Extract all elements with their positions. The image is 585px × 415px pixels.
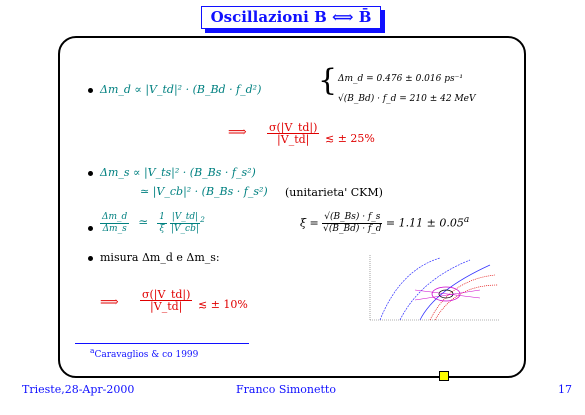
fraction-denominator: |V_td|: [277, 133, 310, 146]
bullet-marker: [88, 88, 93, 93]
vtd-error-fraction: σ(|V_td|) |V_td|: [140, 288, 193, 313]
navigation-marker[interactable]: [439, 371, 449, 381]
fraction-numerator: σ(|V_td|): [267, 121, 320, 134]
footnote-separator: [75, 343, 249, 344]
xi-lhs: ξ =: [300, 216, 319, 230]
vtd-error-fraction: σ(|V_td|) |V_td|: [267, 121, 320, 146]
footnote-ref-mark: a: [463, 214, 470, 225]
xi-symbol: ξ: [159, 224, 165, 234]
approx-symbol: ≃: [138, 215, 149, 229]
bullet-dmd-formula: Δm_d ∝ |V_td|² · (B_Bd · f_d²): [100, 83, 262, 96]
bullet-marker: [88, 171, 93, 176]
bullet-marker: [88, 226, 93, 231]
brace-icon: {: [318, 63, 338, 98]
vtd-numerator: |V_td|: [169, 212, 201, 224]
unitarity-triangle-plot: [369, 255, 500, 321]
measure-text: misura Δm_d e Δm_s:: [100, 251, 220, 264]
slide-title: Oscillazioni B ⟺ B̄: [201, 6, 381, 29]
footer-author: Franco Simonetto: [236, 383, 336, 396]
fraction-denominator: |V_td|: [150, 300, 183, 313]
ratio-numerator: Δm_d: [100, 212, 130, 224]
page-number: 17: [558, 383, 572, 396]
xi-definition: ξ = √(B_Bs) · f_s √(B_Bd) · f_d = 1.11 ± …: [300, 212, 469, 235]
squared-exponent: 2: [200, 215, 205, 224]
ratio-denominator: Δm_s: [102, 224, 127, 234]
implies-arrow: ⟹: [100, 295, 119, 310]
one-over: 1: [157, 212, 167, 224]
dms-vcb-formula: ≃ |V_cb|² · (B_Bs · f_s²): [140, 185, 268, 198]
vtd-error-25: ≲ ± 25%: [325, 132, 375, 145]
vcb-denominator: |V_cb|: [171, 224, 199, 234]
xi-denominator: √(B_Bd) · f_d: [323, 224, 382, 234]
footer-location-date: Trieste,28-Apr-2000: [22, 383, 135, 396]
bullet-dms-formula: Δm_s ∝ |V_ts|² · (B_Bs · f_s²): [100, 166, 256, 179]
slide-title-frame: Oscillazioni B ⟺ B̄: [201, 6, 385, 33]
vtd-error-10: ≲ ± 10%: [198, 298, 248, 311]
footnote: aCaravaglios & co 1999: [90, 346, 198, 360]
bbd-fd-value: √(B_Bd) · f_d = 210 ± 42 MeV: [338, 94, 476, 104]
implies-arrow: ⟹: [228, 125, 247, 140]
unitarity-note: (unitarieta' CKM): [285, 186, 383, 199]
footnote-text: Caravaglios & co 1999: [94, 350, 199, 360]
xi-numerator: √(B_Bs) · f_s: [322, 212, 383, 224]
dmd-value: Δm_d = 0.476 ± 0.016 ps⁻¹: [338, 74, 463, 84]
xi-value: = 1.11 ± 0.05: [385, 216, 464, 230]
content-panel: [58, 36, 526, 378]
footnote-mark: a: [90, 346, 95, 355]
fraction-numerator: σ(|V_td|): [140, 288, 193, 301]
bullet-marker: [88, 256, 93, 261]
